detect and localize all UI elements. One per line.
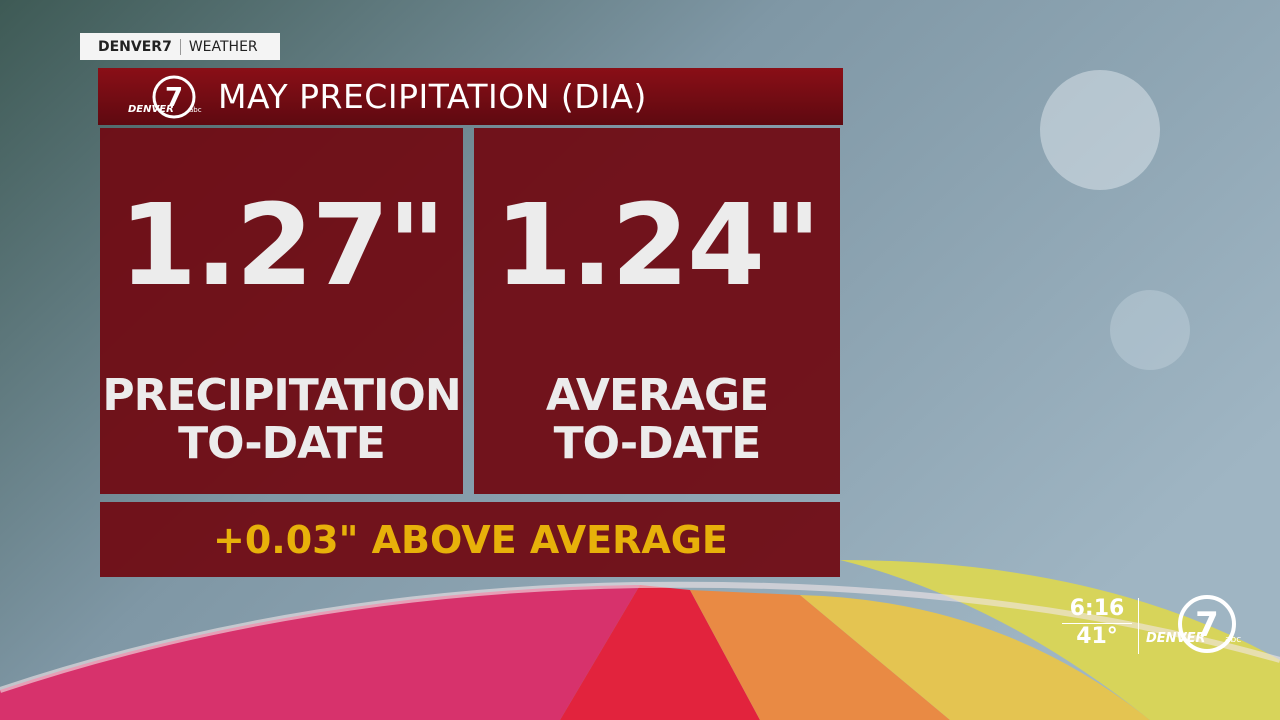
label-line: TO-DATE: [178, 418, 386, 469]
logo-wordmark: DENVER: [1146, 631, 1206, 646]
section: WEATHER: [188, 38, 258, 55]
panel: 1.24" AVERAGE TO-DATE: [474, 128, 840, 494]
panel: 1.27" PRECIPITATION TO-DATE: [100, 128, 463, 494]
logo-number: 7: [1195, 605, 1219, 645]
panel-label: PRECIPITATION TO-DATE: [100, 372, 463, 468]
panel-label: AVERAGE TO-DATE: [474, 372, 840, 468]
label-line: PRECIPITATION: [102, 370, 461, 421]
brand: DENVER7: [80, 38, 181, 55]
temperature: 41°: [1076, 624, 1118, 649]
brand-tag: DENVER7 WEATHER: [80, 33, 280, 60]
time: 6:16: [1062, 596, 1132, 624]
logo-number: 7: [165, 83, 183, 113]
corner-logo: 7 DENVER abc: [1146, 595, 1241, 653]
panel-value: 1.24": [494, 181, 822, 311]
title-bar: 7 DENVER abc MAY PRECIPITATION (DIA): [98, 68, 843, 125]
title: MAY PRECIPITATION (DIA): [218, 77, 647, 116]
panel-value: 1.27": [119, 181, 446, 311]
divider: [1138, 598, 1139, 654]
logo-network: abc: [189, 106, 202, 114]
logo: 7 DENVER abc: [128, 75, 202, 118]
logo-wordmark: DENVER: [128, 104, 174, 115]
summary: +0.03" ABOVE AVERAGE: [100, 502, 840, 577]
label-line: TO-DATE: [553, 418, 762, 469]
logo-network: abc: [1225, 635, 1241, 645]
clock: 6:16 41°: [1062, 596, 1132, 649]
label-line: AVERAGE: [545, 370, 769, 421]
